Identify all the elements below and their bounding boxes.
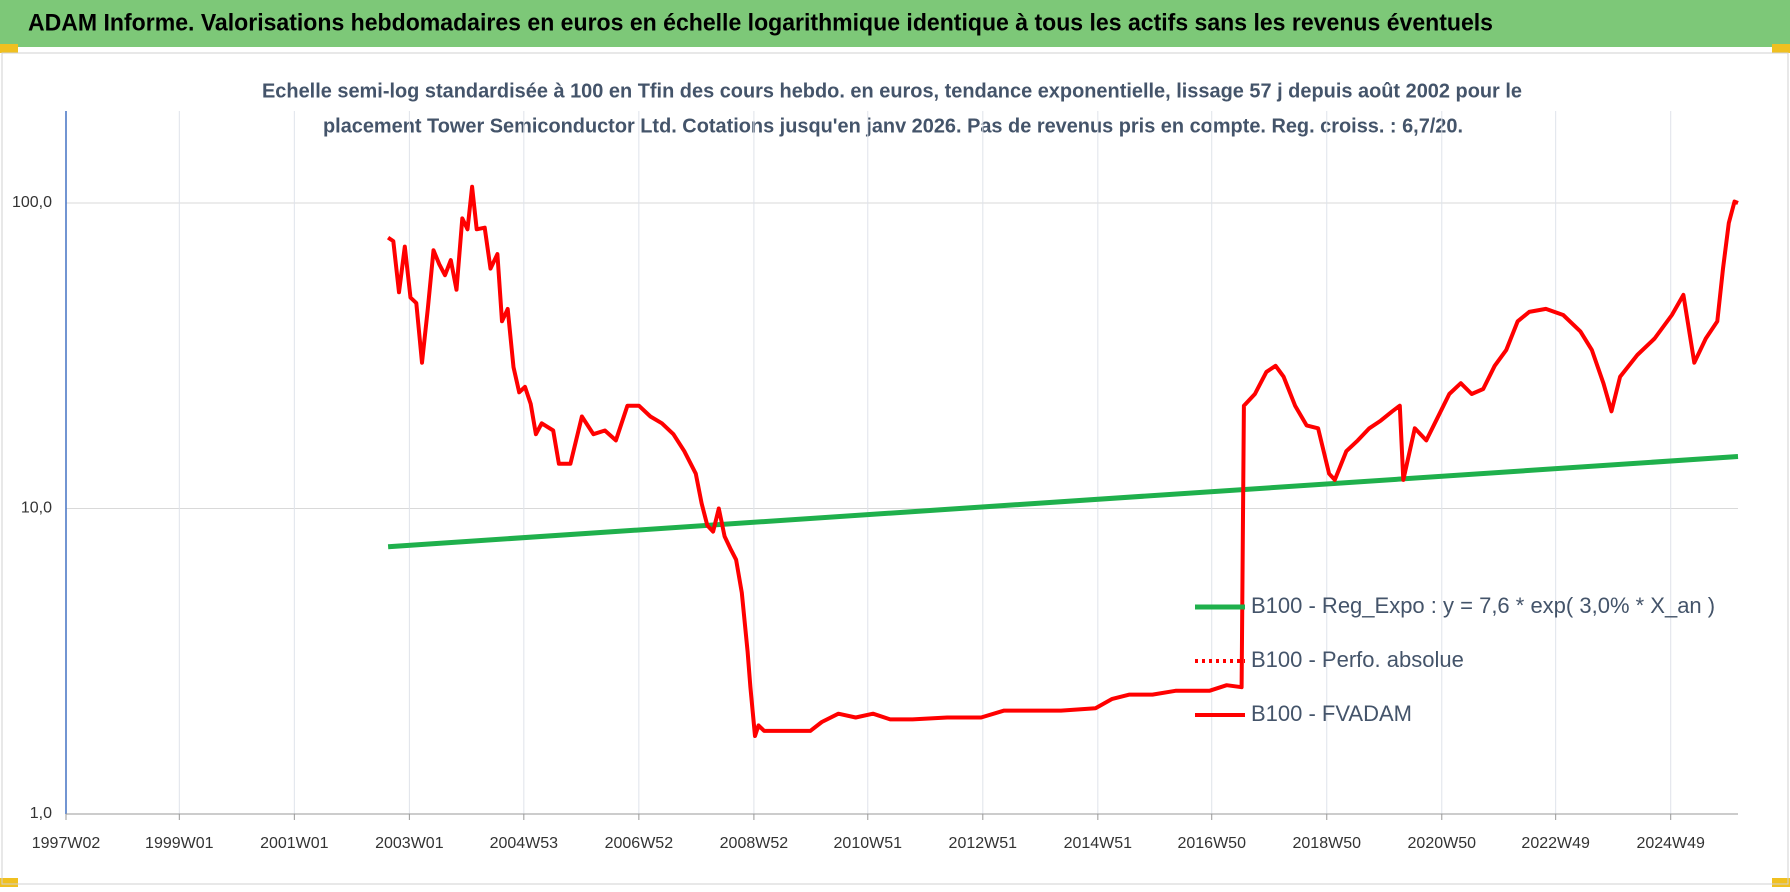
chart-title: ADAM Informe. Valorisations hebdomadaire… xyxy=(28,9,1493,36)
x-tick-label: 2012W51 xyxy=(949,835,1018,852)
grid: 1,0 10,0 100,0 1997W02 1999W01 2001W01 2003W01… xyxy=(12,111,1738,852)
x-tick-label: 2024W49 xyxy=(1636,835,1705,852)
y-tick-label: 10,0 xyxy=(21,500,52,517)
series-line xyxy=(387,454,1739,550)
y-tick-label: 100,0 xyxy=(12,194,52,211)
legend-label: B100 - FVADAM xyxy=(1251,701,1412,726)
corner xyxy=(1772,44,1790,53)
chart-subtitle: placement Tower Semiconductor Ltd. Cotat… xyxy=(323,115,1463,137)
x-tick-label: 2022W49 xyxy=(1521,835,1590,852)
corner xyxy=(0,44,18,53)
chart-subtitle: Echelle semi-log standardisée à 100 en T… xyxy=(262,80,1522,102)
legend-label: B100 - Reg_Expo : y = 7,6 * exp( 3,0% * … xyxy=(1251,593,1715,618)
x-tick-label: 2006W52 xyxy=(605,835,674,852)
x-tick-label: 2020W50 xyxy=(1408,835,1477,852)
corner xyxy=(0,878,18,887)
plot-area xyxy=(386,184,1739,738)
x-tick-label: 2003W01 xyxy=(375,835,444,852)
frame xyxy=(1,52,1789,885)
x-tick-label: 1997W02 xyxy=(32,835,101,852)
corner xyxy=(1772,878,1790,887)
x-tick-label: 2018W50 xyxy=(1293,835,1362,852)
series-line xyxy=(386,184,1739,738)
legend: B100 - Reg_Expo : y = 7,6 * exp( 3,0% * … xyxy=(1195,593,1715,726)
x-tick-label: 2008W52 xyxy=(720,835,789,852)
x-tick-label: 1999W01 xyxy=(145,835,214,852)
y-tick-label: 1,0 xyxy=(30,805,52,822)
x-tick-label: 2010W51 xyxy=(834,835,903,852)
legend-label: B100 - Perfo. absolue xyxy=(1251,647,1464,672)
x-tick-label: 2014W51 xyxy=(1064,835,1133,852)
x-tick-label: 2004W53 xyxy=(490,835,559,852)
x-tick-label: 2016W50 xyxy=(1177,835,1246,852)
x-tick-label: 2001W01 xyxy=(260,835,329,852)
title-bar xyxy=(0,0,1790,47)
